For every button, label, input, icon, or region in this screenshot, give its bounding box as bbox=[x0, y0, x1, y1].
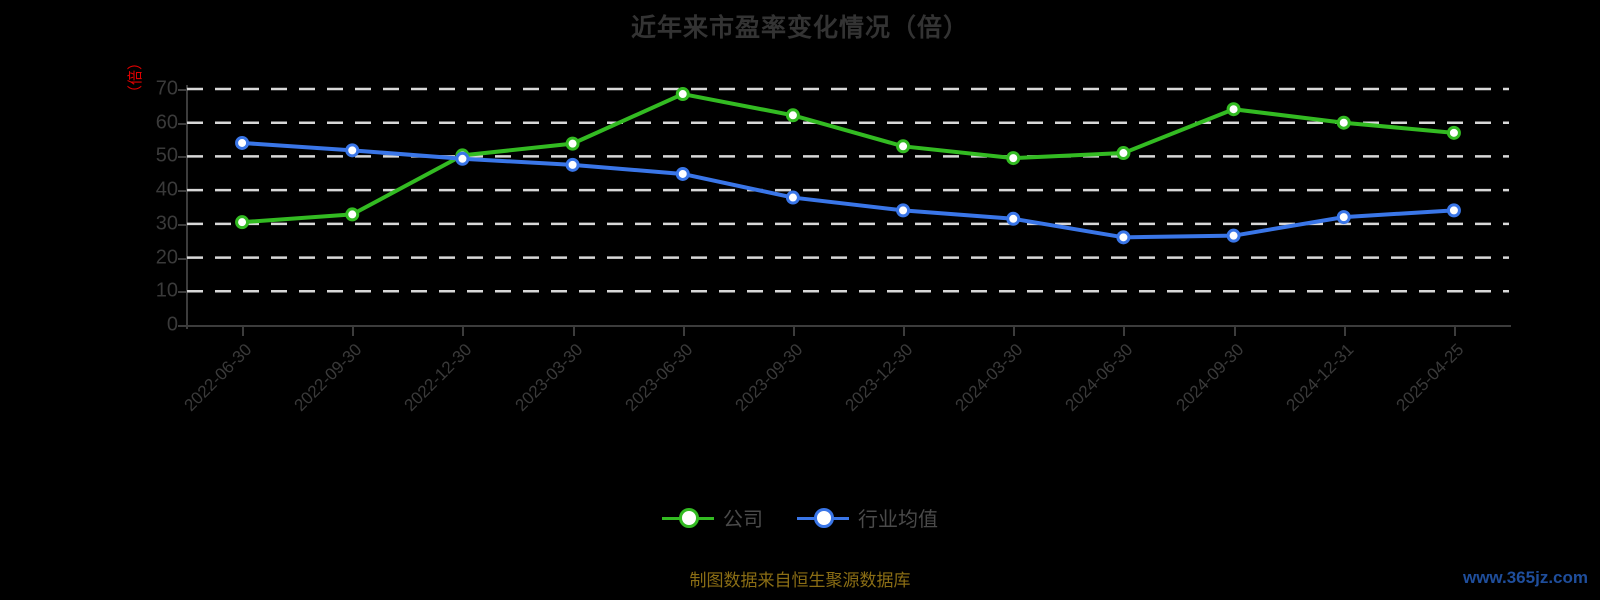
legend-label: 公司 bbox=[723, 509, 763, 531]
series-line bbox=[240, 92, 1456, 225]
y-axis-line bbox=[186, 85, 188, 329]
x-axis-tick-mark bbox=[1453, 327, 1456, 336]
data-point-marker[interactable] bbox=[896, 139, 911, 154]
y-axis-tick-label: 50 bbox=[155, 144, 178, 167]
x-axis-line bbox=[186, 325, 1511, 327]
y-axis-tick-mark bbox=[178, 325, 187, 327]
x-axis-tick-mark bbox=[1343, 327, 1346, 336]
x-axis-tick-label: 2023-03-30 bbox=[511, 340, 587, 415]
data-point-marker[interactable] bbox=[345, 207, 360, 222]
data-point-marker[interactable] bbox=[1226, 228, 1241, 243]
data-point-marker[interactable] bbox=[896, 203, 911, 218]
data-point-marker[interactable] bbox=[235, 215, 250, 230]
x-axis-tick-mark bbox=[903, 327, 906, 336]
x-axis-tick-mark bbox=[462, 327, 465, 336]
x-axis-tick-mark bbox=[1123, 327, 1126, 336]
y-axis-tick-mark bbox=[178, 122, 187, 125]
legend-swatch-icon bbox=[662, 507, 714, 529]
y-axis-tick-mark bbox=[178, 156, 187, 159]
data-point-marker[interactable] bbox=[1446, 203, 1461, 218]
y-axis-tick-label: 10 bbox=[155, 279, 178, 302]
y-axis-tick-label: 30 bbox=[155, 212, 178, 235]
source-note: 制图数据来自恒生聚源数据库 bbox=[689, 571, 911, 590]
data-point-marker[interactable] bbox=[345, 143, 360, 158]
x-axis-tick-label: 2023-06-30 bbox=[621, 340, 697, 415]
y-axis-tick-mark bbox=[178, 223, 187, 226]
x-axis-tick-label: 2024-03-30 bbox=[951, 340, 1027, 415]
y-axis-tick-mark bbox=[178, 89, 187, 91]
data-point-marker[interactable] bbox=[675, 87, 690, 102]
y-axis-tick-labels: 0 10 20 30 40 50 60 70 bbox=[120, 78, 178, 336]
x-axis-tick-label: 2022-12-30 bbox=[400, 340, 476, 415]
y-axis-tick-mark bbox=[178, 291, 187, 294]
watermark: www.365jz.com bbox=[1462, 568, 1588, 587]
y-axis-tick-label: 70 bbox=[155, 77, 178, 100]
x-axis-tick-label: 2023-09-30 bbox=[731, 340, 807, 415]
x-axis-tick-mark bbox=[1013, 327, 1016, 336]
legend-dot-icon bbox=[679, 507, 699, 528]
data-point-marker[interactable] bbox=[1116, 230, 1131, 245]
x-axis-tick-mark bbox=[242, 327, 245, 336]
y-axis-tick-mark bbox=[178, 190, 187, 193]
x-axis-tick-mark bbox=[352, 327, 355, 336]
x-axis-tick-mark bbox=[1233, 327, 1236, 336]
x-axis-tick-label: 2024-12-31 bbox=[1282, 340, 1358, 415]
data-point-marker[interactable] bbox=[565, 157, 580, 172]
x-axis-tick-mark bbox=[792, 327, 795, 336]
y-axis-tick-label: 0 bbox=[166, 313, 178, 336]
x-axis-tick-mark bbox=[682, 327, 685, 336]
x-axis-tick-label: 2022-06-30 bbox=[180, 340, 256, 415]
legend-swatch-icon bbox=[797, 507, 849, 529]
data-point-marker[interactable] bbox=[785, 108, 800, 123]
x-axis-tick-label: 2024-06-30 bbox=[1061, 340, 1137, 415]
data-point-marker[interactable] bbox=[675, 166, 690, 181]
data-point-marker[interactable] bbox=[1336, 115, 1351, 130]
legend-item-industry-average[interactable]: 行业均值 bbox=[797, 503, 938, 532]
y-axis-tick-label: 60 bbox=[155, 111, 178, 134]
y-axis-tick-label: 20 bbox=[155, 246, 178, 269]
legend-item-company[interactable]: 公司 bbox=[662, 503, 763, 532]
x-axis-tick-label: 2024-09-30 bbox=[1172, 340, 1248, 415]
legend-dot-icon bbox=[814, 507, 834, 528]
x-axis-tick-label: 2023-12-30 bbox=[841, 340, 917, 415]
data-point-marker[interactable] bbox=[1116, 146, 1131, 161]
series-svg bbox=[187, 87, 1509, 293]
x-axis-tick-label: 2025-04-25 bbox=[1392, 340, 1468, 415]
series-line bbox=[240, 140, 1456, 240]
x-axis-tick-mark bbox=[572, 327, 575, 336]
data-point-marker[interactable] bbox=[455, 151, 470, 166]
data-point-marker[interactable] bbox=[1006, 151, 1021, 166]
data-point-marker[interactable] bbox=[1446, 125, 1461, 140]
data-point-marker[interactable] bbox=[1226, 102, 1241, 117]
data-point-marker[interactable] bbox=[785, 190, 800, 205]
data-point-marker[interactable] bbox=[1336, 210, 1351, 225]
page-title: 近年来市盈率变化情况（倍） bbox=[630, 14, 969, 42]
data-point-marker[interactable] bbox=[235, 135, 250, 150]
legend-label: 行业均值 bbox=[858, 509, 938, 531]
y-axis-tick-label: 40 bbox=[155, 178, 178, 201]
chart-legend: 公司 行业均值 bbox=[0, 503, 1600, 532]
data-point-marker[interactable] bbox=[1006, 211, 1021, 226]
data-point-marker[interactable] bbox=[565, 136, 580, 151]
x-axis-tick-label: 2022-09-30 bbox=[290, 340, 366, 415]
y-axis-tick-mark bbox=[178, 257, 187, 260]
plot-area bbox=[187, 87, 1509, 325]
